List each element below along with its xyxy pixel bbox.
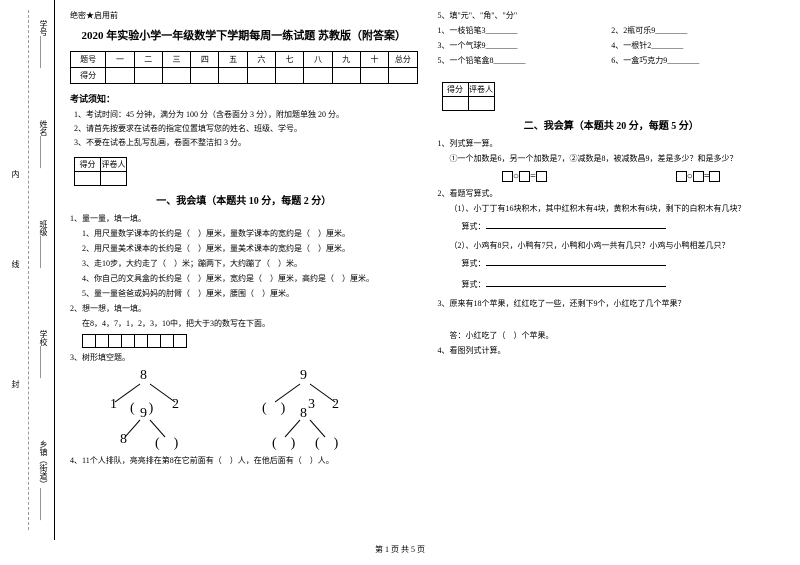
ans-3: 算式： [438,277,786,290]
notice-3: 3、不要在试卷上乱写乱画，卷面不整洁扣 3 分。 [70,137,418,148]
content-area: 绝密★启用前 2020 年实验小学一年级数学下学期每周一练试题 苏教版（附答案）… [55,0,800,540]
t2-l: 3 [308,397,315,413]
q5: 5、填"元"、"角"、"分" [438,10,786,22]
s2q2: 2、看题写算式。 [438,188,786,200]
vlabel-2: 线 [10,260,21,268]
tree-diagrams: 8 1 ( ) 2 9 8 ( ) 9 ( ) 3 2 8 ( ) ( ) [100,372,418,447]
q1: 1、量一量，填一填。 [70,213,418,225]
th-2: 二 [134,52,162,68]
vlabel-1: 内 [10,170,21,178]
answer-boxes [82,334,418,348]
s2q2a: （1）、小丁丁有16块积木，其中红积木有4块，黄积木有6块，剩下的白积木有几块？ [438,203,786,215]
s2q3: 3、原来有18个苹果，红红吃了一些，还剩下9个，小红吃了几个苹果？ [438,298,786,310]
left-column: 绝密★启用前 2020 年实验小学一年级数学下学期每周一练试题 苏教版（附答案）… [70,10,418,530]
q1-2: 2、用尺量美术课本的长约是（ ）厘米，量美术课本的宽约是（ ）厘米。 [70,243,418,255]
marker2-reviewer: 评卷人 [468,83,494,97]
section1-title: 一、我会填（本题共 10 分，每题 2 分） [70,192,418,207]
q1-1: 1、用尺量数学课本的长约是（ ）厘米，量数学课本的宽约是（ ）厘米。 [70,228,418,240]
q2-sub: 在8，4，7，1，2，3，10中，把大于3的数写在下面。 [70,318,418,330]
th-3: 三 [162,52,190,68]
fill-1: 1、一枝铅笔3________ [438,25,612,36]
marker-reviewer: 评卷人 [101,158,127,172]
ans-label-2: 算式： [462,259,486,268]
exam-title: 2020 年实验小学一年级数学下学期每周一练试题 苏教版（附答案） [70,27,418,43]
eq-boxes: ○= ○= [438,171,786,182]
score-row-label: 得分 [71,68,106,84]
t1-l: 1 [110,397,117,413]
t1-r: 2 [172,397,179,413]
th-5: 五 [219,52,247,68]
ans-label-3: 算式： [462,280,486,289]
binding-label-2: 姓名________ [38,120,49,168]
binding-label-4: 学校________ [38,330,49,378]
t1-root: 8 [140,368,147,384]
fill-3: 3、一个气球9________ [438,40,612,51]
s2-root: 8 [300,406,307,422]
th-11: 总分 [389,52,417,68]
th-0: 题号 [71,52,106,68]
s2q4: 4、看图列式计算。 [438,345,786,357]
binding-label-1: 学号________ [38,20,49,68]
ans-2: 算式： [438,256,786,269]
fill-grid: 1、一枝铅笔3________ 2、2瓶可乐9________ 3、一个气球9_… [438,25,786,70]
ans-1: 算式： [438,219,786,232]
section2-title: 二、我会算（本题共 20 分，每题 5 分） [438,117,786,132]
th-8: 八 [304,52,332,68]
s2q3-ans: 答：小红吃了（ ）个苹果。 [438,330,786,342]
t2-root: 9 [300,368,307,384]
binding-label-3: 班级________ [38,220,49,268]
notice-title: 考试须知： [70,92,418,105]
q2: 2、想一想，填一填。 [70,303,418,315]
q3: 3、树形填空题。 [70,352,418,364]
tree-2: 9 ( ) 3 2 8 ( ) ( ) [260,372,360,447]
q1-3: 3、走10步，大约走了（ ）米；蹦两下，大约蹦了（ ）米。 [70,258,418,270]
s1-l: 8 [120,432,127,448]
th-4: 四 [191,52,219,68]
marker-box-2: 得分评卷人 [442,82,495,111]
marker-score: 得分 [75,158,101,172]
q4: 4、11个人排队，亮亮排在第8在它前面有（ ）人，在他后面有（ ）人。 [70,455,418,467]
vlabel-3: 封 [10,380,21,388]
dash-line [28,10,29,530]
tree-1: 8 1 ( ) 2 9 8 ( ) [100,372,200,447]
fill-6: 6、一盒巧克力9________ [611,55,785,66]
notice-1: 1、考试时间：45 分钟，满分为 100 分（含卷面分 3 分），附加题单独 2… [70,109,418,120]
binding-label-5: 乡镇（街道）________ [38,440,49,520]
th-7: 七 [276,52,304,68]
th-10: 十 [360,52,388,68]
fill-5: 5、一个铅笔盒8________ [438,55,612,66]
th-6: 六 [247,52,275,68]
right-column: 5、填"元"、"角"、"分" 1、一枝铅笔3________ 2、2瓶可乐9__… [438,10,786,530]
s1-root: 9 [140,406,147,422]
ans-label-1: 算式： [462,222,486,231]
s2q2b: （2）、小鸡有8只，小鸭有7只，小鸭和小鸡一共有几只？小鸡与小鸭相差几只？ [438,240,786,252]
marker-box-1: 得分评卷人 [74,157,127,186]
marker2-score: 得分 [442,83,468,97]
t2-r: 2 [332,397,339,413]
th-9: 九 [332,52,360,68]
q1-5: 5、量一量爸爸或妈妈的肘臂（ ）厘米，腰围（ ）厘米。 [70,288,418,300]
secret-label: 绝密★启用前 [70,10,418,21]
score-table: 题号 一 二 三 四 五 六 七 八 九 十 总分 得分 [70,51,418,84]
notice-2: 2、请首先按要求在试卷的指定位置填写您的姓名、班级、学号。 [70,123,418,134]
page-footer: 第 1 页 共 5 页 [0,540,800,555]
th-1: 一 [106,52,134,68]
fill-2: 2、2瓶可乐9________ [611,25,785,36]
binding-margin: 学号________ 姓名________ 班级________ 学校_____… [0,0,55,540]
q1-4: 4、你自己的文具盒的长约是（ ）厘米，宽约是（ ）厘米，高约是（ ）厘米。 [70,273,418,285]
s2q1: 1、列式算一算。 [438,138,786,150]
fill-4: 4、一根针2________ [611,40,785,51]
s2q1a: ①一个加数是6，另一个加数是7，②减数是8，被减数昌9，差是多少？和是多少？ [438,153,786,165]
